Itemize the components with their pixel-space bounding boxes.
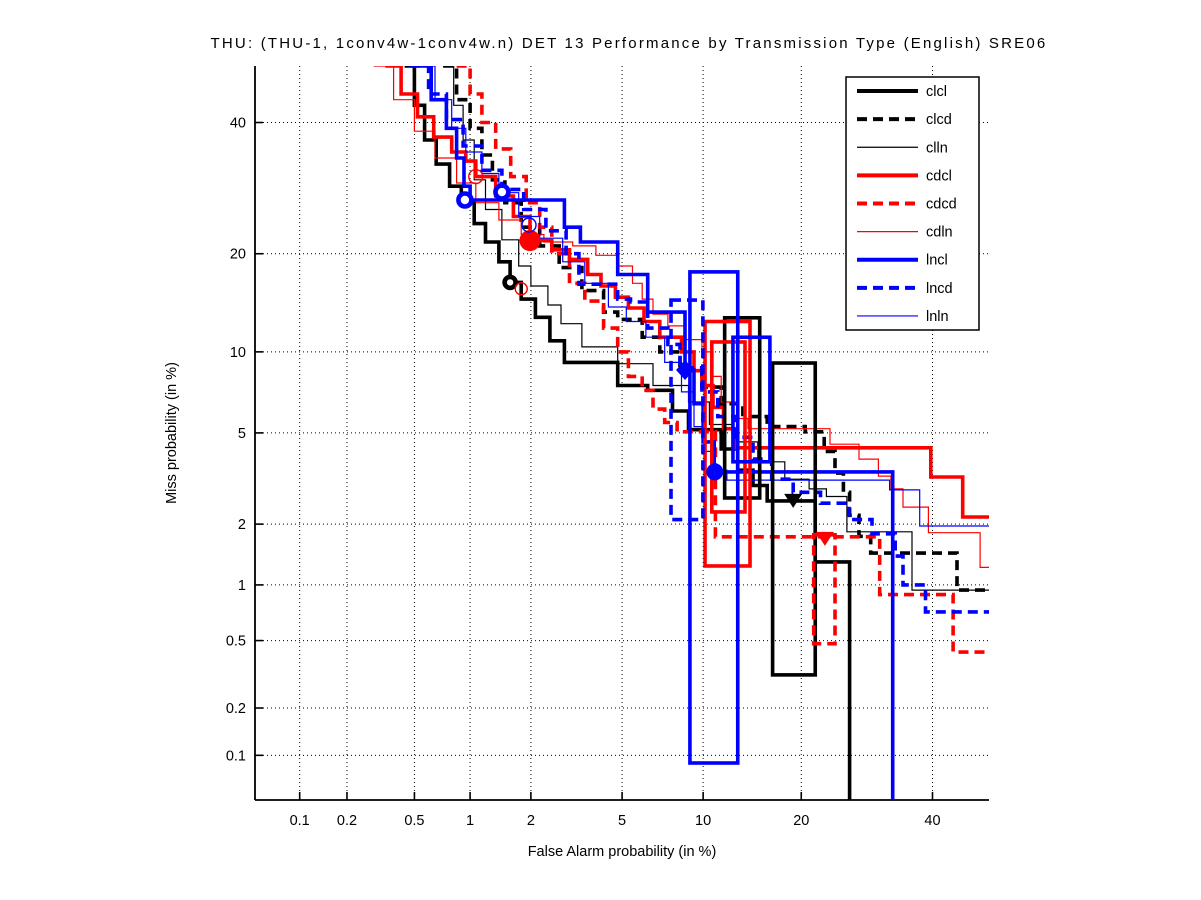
legend-entry-lncl: lncl — [857, 253, 948, 269]
box-lncl-5 — [688, 270, 740, 765]
x-tick-label-0.2: 0.2 — [337, 813, 357, 829]
legend-entry-lnln: lnln — [857, 309, 949, 325]
curve-cdln — [373, 66, 989, 568]
boxes-layer — [669, 270, 837, 765]
legend-label-lncd: lncd — [926, 281, 953, 297]
marker-circle-1 — [493, 183, 511, 201]
legend-label-cdcd: cdcd — [926, 197, 957, 213]
marker-circle-5 — [521, 217, 537, 233]
y-tick-label-0.1: 0.1 — [226, 748, 246, 764]
marker-circle-3 — [502, 274, 518, 291]
box-clcl-0 — [722, 315, 762, 500]
legend-label-lncl: lncl — [926, 253, 948, 269]
x-tick-label-2: 2 — [527, 813, 535, 829]
x-tick-label-10: 10 — [695, 813, 711, 829]
curve-cdcd — [456, 66, 989, 654]
legend-entry-cdcd: cdcd — [857, 197, 957, 213]
box-lncd-7 — [669, 298, 705, 522]
legend-entry-clcd: clcd — [857, 112, 952, 128]
marker-diamond-7 — [676, 359, 695, 380]
y-tick-label-5: 5 — [238, 426, 246, 442]
legend-label-clln: clln — [926, 140, 948, 156]
legend-entry-clcl: clcl — [857, 84, 947, 100]
x-tick-label-20: 20 — [793, 813, 809, 829]
y-axis-label: Miss probability (in %) — [164, 362, 180, 504]
y-tick-label-0.2: 0.2 — [226, 701, 246, 717]
legend-label-cdln: cdln — [926, 225, 953, 241]
x-axis-label: False Alarm probability (in %) — [528, 844, 717, 860]
legend-entry-clln: clln — [857, 140, 948, 156]
x-tick-label-0.5: 0.5 — [404, 813, 424, 829]
y-tick-label-10: 10 — [230, 345, 246, 361]
x-tick-label-5: 5 — [618, 813, 626, 829]
box-clcl-1 — [770, 361, 818, 677]
legend-entry-cdcl: cdcl — [857, 168, 952, 184]
legend-label-lnln: lnln — [926, 309, 949, 325]
legend-label-clcd: clcd — [926, 112, 952, 128]
legend-entry-cdln: cdln — [857, 225, 953, 241]
x-tick-label-1: 1 — [466, 813, 474, 829]
marker-circle-4 — [468, 168, 484, 185]
legend-label-cdcl: cdcl — [926, 168, 952, 184]
marker-circle-0 — [456, 191, 474, 209]
x-tick-label-40: 40 — [924, 813, 940, 829]
legend-layer: clcl clcd clln cdcl cdcd cdln lncl lncd lnln — [845, 76, 980, 331]
legend-entry-lncd: lncd — [857, 281, 953, 297]
axes-layer: 0.1 0.1 0.2 0.2 0.5 0.5 1 1 2 2 5 5 10 10 20 20 40 40 — [226, 66, 989, 829]
y-tick-label-20: 20 — [230, 247, 246, 263]
curve-clln — [443, 66, 989, 591]
box-cdcl-2 — [703, 319, 752, 568]
y-tick-label-0.5: 0.5 — [226, 634, 246, 650]
marker-circle-2 — [519, 230, 541, 252]
box-lncl-6 — [731, 335, 772, 464]
markers-layer — [456, 168, 834, 546]
y-tick-label-40: 40 — [230, 116, 246, 132]
marker-circle-8 — [706, 463, 724, 481]
y-tick-label-1: 1 — [238, 578, 246, 594]
marker-triangle-down-9 — [784, 493, 803, 508]
x-tick-label-0.1: 0.1 — [290, 813, 310, 829]
curve-lncd — [409, 66, 989, 614]
y-tick-label-2: 2 — [238, 517, 246, 533]
legend-label-clcl: clcl — [926, 84, 947, 100]
marker-circle-6 — [514, 282, 528, 296]
box-cdcl-3 — [710, 340, 747, 514]
marker-triangle-down-10 — [815, 531, 834, 546]
plot-title: THU: (THU-1, 1conv4w-1conv4w.n) DET 13 P… — [211, 35, 1048, 52]
